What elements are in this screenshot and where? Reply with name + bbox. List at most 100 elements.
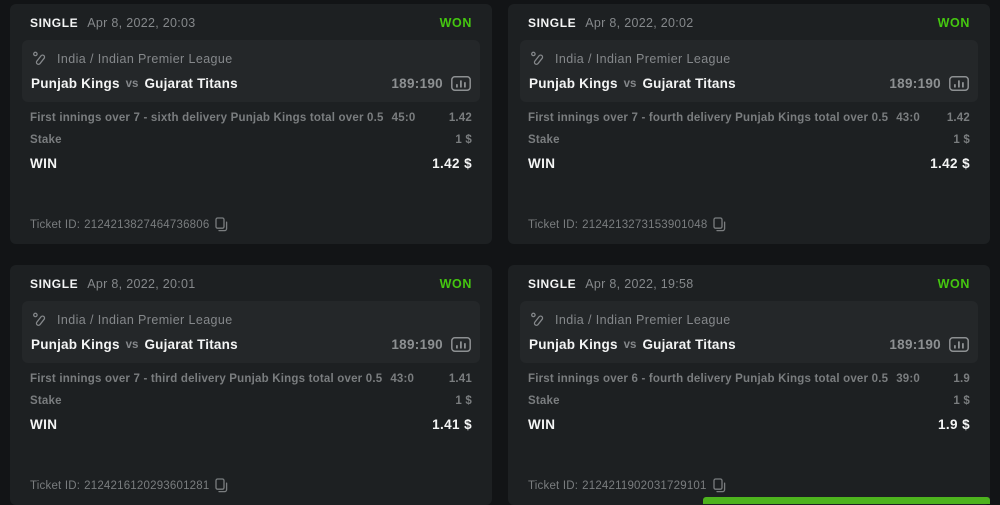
bar-chart-icon[interactable] — [949, 76, 969, 91]
bet-datetime: Apr 8, 2022, 20:03 — [87, 16, 196, 30]
status-badge: WON — [439, 16, 472, 30]
league-breadcrumb: India / Indian Premier League — [555, 312, 731, 327]
vs-label: vs — [623, 77, 637, 90]
league-row: India / Indian Premier League — [529, 50, 969, 67]
win-value: 1.9 $ — [937, 417, 970, 432]
cricket-icon — [531, 51, 544, 65]
copy-icon[interactable] — [712, 478, 726, 493]
copy-icon[interactable] — [215, 478, 228, 493]
match-panel[interactable]: India / Indian Premier League Punjab Kin… — [22, 40, 480, 102]
bar-chart-icon[interactable] — [451, 337, 471, 352]
bet-datetime: Apr 8, 2022, 20:02 — [585, 16, 694, 30]
stake-row: Stake 1 $ — [528, 133, 970, 147]
win-label: WIN — [30, 156, 58, 171]
bet-datetime: Apr 8, 2022, 20:01 — [87, 277, 196, 291]
bet-type-label: SINGLE — [30, 277, 79, 291]
bet-ticket-card: SINGLE Apr 8, 2022, 20:03 WON India / In… — [10, 4, 492, 244]
win-label: WIN — [30, 417, 58, 432]
bar-chart-icon[interactable] — [451, 76, 471, 91]
copy-icon[interactable] — [215, 217, 228, 232]
bet-live-score: 39:0 — [896, 373, 921, 385]
league-breadcrumb: India / Indian Premier League — [57, 312, 233, 327]
ticket-row: Ticket ID: 2124216120293601281 — [30, 478, 472, 493]
cricket-icon — [33, 312, 46, 326]
bet-live-score: 43:0 — [896, 112, 921, 124]
vs-label: vs — [125, 77, 139, 90]
bet-type-label: SINGLE — [30, 16, 79, 30]
match-panel[interactable]: India / Indian Premier League Punjab Kin… — [520, 301, 978, 363]
card-header: SINGLE Apr 8, 2022, 20:01 WON — [30, 277, 472, 292]
bet-ticket-card: SINGLE Apr 8, 2022, 20:02 WON India / In… — [508, 4, 990, 244]
bet-description: First innings over 7 - sixth delivery Pu… — [30, 112, 384, 124]
league-row: India / Indian Premier League — [529, 311, 969, 328]
league-breadcrumb: India / Indian Premier League — [555, 51, 731, 66]
ticket-id-label: Ticket ID: — [30, 218, 81, 231]
league-row: India / Indian Premier League — [31, 311, 471, 328]
bet-selection-row: First innings over 7 - sixth delivery Pu… — [30, 111, 472, 125]
stake-value: 1 $ — [455, 395, 472, 407]
bet-selection-row: First innings over 7 - fourth delivery P… — [528, 111, 970, 125]
bet-odds: 1.42 — [448, 112, 472, 124]
match-panel[interactable]: India / Indian Premier League Punjab Kin… — [520, 40, 978, 102]
vs-label: vs — [125, 338, 139, 351]
ticket-id-value: 2124216120293601281 — [84, 479, 210, 492]
win-row: WIN 1.42 $ — [30, 156, 472, 171]
stake-label: Stake — [30, 395, 62, 407]
bet-description: First innings over 7 - fourth delivery P… — [528, 112, 889, 124]
match-score: 189:190 — [889, 76, 941, 91]
match-score: 189:190 — [391, 337, 443, 352]
vs-label: vs — [623, 338, 637, 351]
status-badge: WON — [937, 277, 970, 291]
bet-ticket-card: SINGLE Apr 8, 2022, 19:58 WON India / In… — [508, 265, 990, 505]
bet-description: First innings over 6 - fourth delivery P… — [528, 373, 889, 385]
bet-odds: 1.9 — [953, 373, 970, 385]
bar-chart-icon[interactable] — [949, 337, 969, 352]
ticket-id-label: Ticket ID: — [528, 479, 579, 492]
bet-description: First innings over 7 - third delivery Pu… — [30, 373, 383, 385]
bet-selection-row: First innings over 7 - third delivery Pu… — [30, 372, 472, 386]
bet-type-label: SINGLE — [528, 16, 577, 30]
status-badge: WON — [937, 16, 970, 30]
bet-type-label: SINGLE — [528, 277, 577, 291]
away-team: Gujarat Titans — [642, 76, 736, 91]
bet-datetime: Apr 8, 2022, 19:58 — [585, 277, 694, 291]
match-panel[interactable]: India / Indian Premier League Punjab Kin… — [22, 301, 480, 363]
match-score: 189:190 — [391, 76, 443, 91]
win-row: WIN 1.9 $ — [528, 417, 970, 432]
win-label: WIN — [528, 417, 556, 432]
win-value: 1.42 $ — [930, 156, 970, 171]
bet-odds: 1.42 — [946, 112, 970, 124]
stake-label: Stake — [528, 134, 560, 146]
away-team: Gujarat Titans — [144, 76, 238, 91]
green-button-top-edge[interactable] — [703, 497, 990, 504]
league-row: India / Indian Premier League — [31, 50, 471, 67]
win-value: 1.42 $ — [432, 156, 472, 171]
away-team: Gujarat Titans — [144, 337, 238, 352]
match-row: Punjab Kings vs Gujarat Titans 189:190 — [31, 337, 471, 352]
home-team: Punjab Kings — [529, 76, 618, 91]
stake-label: Stake — [528, 395, 560, 407]
copy-icon[interactable] — [713, 217, 726, 232]
win-label: WIN — [528, 156, 556, 171]
cricket-icon — [33, 51, 46, 65]
ticket-row: Ticket ID: 2124213827464736806 — [30, 217, 472, 232]
match-row: Punjab Kings vs Gujarat Titans 189:190 — [529, 337, 969, 352]
status-badge: WON — [439, 277, 472, 291]
bet-selection-row: First innings over 6 - fourth delivery P… — [528, 372, 970, 386]
stake-row: Stake 1 $ — [30, 394, 472, 408]
card-header: SINGLE Apr 8, 2022, 20:02 WON — [528, 16, 970, 31]
bet-odds: 1.41 — [448, 373, 472, 385]
stake-row: Stake 1 $ — [30, 133, 472, 147]
card-header: SINGLE Apr 8, 2022, 20:03 WON — [30, 16, 472, 31]
home-team: Punjab Kings — [31, 337, 120, 352]
win-row: WIN 1.41 $ — [30, 417, 472, 432]
stake-row: Stake 1 $ — [528, 394, 970, 408]
ticket-id-label: Ticket ID: — [528, 218, 579, 231]
cricket-icon — [531, 312, 544, 326]
card-header: SINGLE Apr 8, 2022, 19:58 WON — [528, 277, 970, 292]
ticket-id-value: 2124211902031729101 — [582, 479, 707, 492]
ticket-id-value: 2124213827464736806 — [84, 218, 210, 231]
match-score: 189:190 — [889, 337, 941, 352]
win-value: 1.41 $ — [432, 417, 472, 432]
